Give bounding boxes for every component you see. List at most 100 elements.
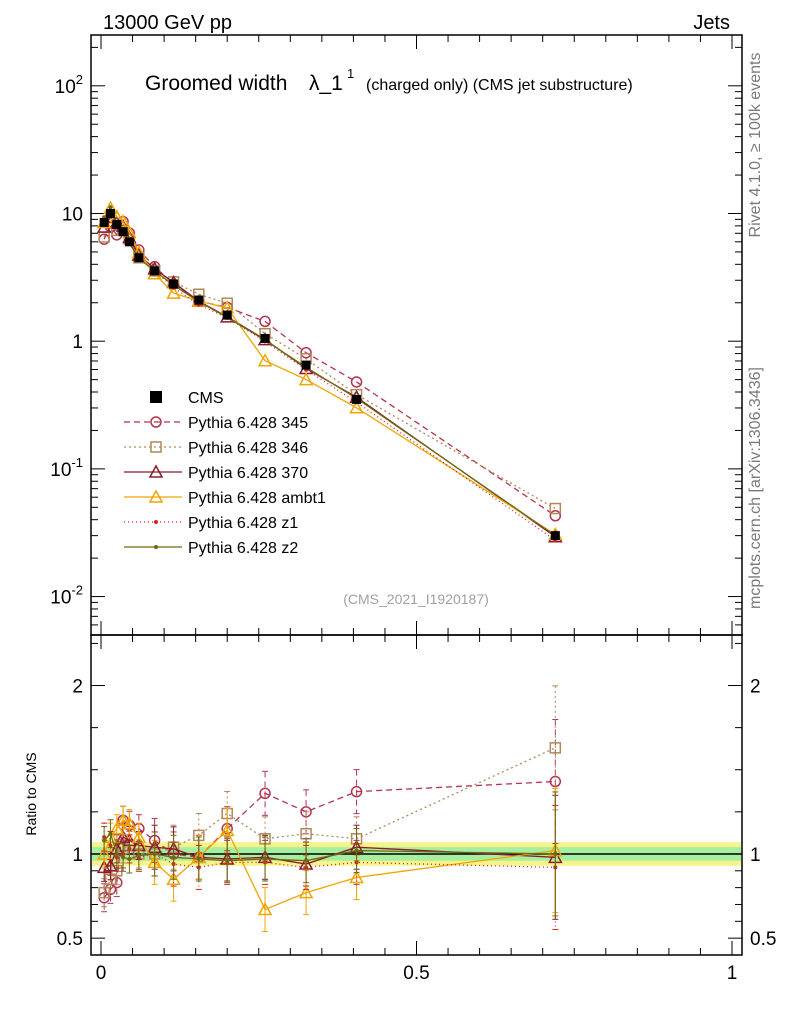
ratio-point: [109, 821, 125, 835]
legend: CMS Pythia 6.428 345 Pythia 6.428 346 Pythi…: [124, 390, 326, 557]
cms-data-point: [112, 220, 122, 230]
ratio-point: [166, 871, 181, 885]
cms-data-point: [550, 531, 560, 541]
series-line: [103, 206, 556, 536]
data-point: [298, 372, 314, 386]
ratio-point: [304, 858, 309, 863]
ratio-point: [263, 857, 268, 861]
series-z2: [101, 205, 559, 917]
y-tick-label: 102: [55, 72, 83, 98]
ratio-point: [219, 822, 235, 837]
y-tick-label: 1: [72, 332, 83, 353]
ratio-point: [259, 787, 271, 800]
legend-label: Pythia 6.428 346: [188, 440, 308, 457]
legend-label: Pythia 6.428 370: [188, 465, 308, 482]
ratio-point: [108, 831, 113, 836]
legend-label-cms: CMS: [188, 390, 224, 407]
ratio-series-line: [103, 836, 556, 869]
ratio-series-line: [103, 819, 556, 911]
ratio-point: [349, 869, 364, 884]
legend-label: Pythia 6.428 z2: [188, 540, 298, 557]
ratio-point: [114, 851, 119, 856]
ratio-tick-label: 2: [750, 677, 761, 698]
legend-marker-cms: [150, 391, 162, 403]
site-label: mcplots.cern.ch [arXiv:1306.3436]: [747, 367, 764, 609]
plot-title: Groomed width λ_1 1 (charged only) (CMS …: [145, 66, 633, 95]
ratio-tick-label: 0.5: [57, 929, 83, 950]
ratio-point: [196, 857, 201, 861]
cms-data-point: [301, 360, 311, 370]
ratio-point: [121, 855, 126, 860]
ratio-point: [549, 742, 562, 754]
cms-data-point: [150, 266, 160, 276]
legend-label: Pythia 6.428 345: [188, 415, 308, 432]
legend-marker: [148, 464, 164, 478]
legend-marker: [154, 520, 158, 524]
cms-data-point: [222, 310, 232, 320]
data-point: [300, 346, 312, 359]
y-tick-label: 10-1: [50, 455, 83, 481]
legend-marker: [150, 441, 162, 453]
legend-label: Pythia 6.428 z1: [188, 515, 298, 532]
y-tick-label: 10-2: [50, 583, 83, 609]
axis-ticks: 10-2 10-1 1 10 102 0 0.5 1 0.5 0.5 1 1 2 2: [50, 35, 776, 984]
cms-data-point: [352, 394, 362, 404]
data-point: [166, 285, 181, 299]
series-line: [103, 205, 556, 537]
ratio-point: [225, 858, 230, 863]
cms-data-point: [99, 218, 109, 228]
ratio-point: [152, 851, 157, 856]
ratio-point: [171, 855, 176, 860]
ratio-series-line: [103, 780, 556, 899]
cms-data-point: [105, 208, 115, 218]
cms-data-point: [169, 279, 179, 289]
series-346: [98, 216, 562, 908]
title-subtitle: (charged only) (CMS jet substructure): [366, 77, 633, 94]
data-point: [549, 502, 562, 515]
series-ambt1: [96, 200, 563, 933]
series-line: [103, 220, 556, 517]
series-370: [96, 209, 563, 920]
series-345: [98, 215, 562, 913]
series-z1: [101, 208, 559, 930]
cms-data-point: [260, 333, 270, 343]
ratio-point: [98, 886, 110, 899]
ratio-point: [103, 858, 118, 872]
ratio-point: [257, 901, 273, 916]
ratio-point: [96, 846, 112, 860]
legend-marker: [148, 489, 164, 503]
cms-data-point: [118, 227, 128, 237]
energy-label: 13000 GeV pp: [103, 12, 232, 34]
ratio-y-label: Ratio to CMS: [23, 752, 39, 835]
ratio-point: [136, 853, 141, 858]
title-symbol: λ_1: [309, 72, 343, 95]
legend-label: Pythia 6.428 ambt1: [188, 490, 326, 507]
data-point: [350, 376, 363, 388]
data-layer: [96, 200, 563, 933]
x-tick-label: 0: [96, 963, 107, 984]
analysis-watermark: (CMS_2021_I1920187): [343, 591, 489, 607]
category-label: Jets: [693, 12, 730, 34]
ratio-point: [354, 848, 359, 853]
series-cms: [99, 208, 560, 541]
data-point: [349, 400, 364, 414]
cms-data-point: [124, 237, 134, 247]
ratio-tick-label: 2: [72, 677, 83, 698]
ratio-point: [115, 812, 131, 827]
ratio-tick-label: 1: [72, 845, 83, 866]
ratio-plot-frame: [90, 634, 743, 956]
x-tick-label: 1: [727, 963, 738, 984]
series-line: [103, 221, 556, 510]
ratio-point: [102, 838, 107, 843]
legend-marker: [150, 416, 162, 428]
y-tick-label: 10: [62, 204, 83, 225]
ratio-point: [350, 785, 363, 798]
data-point: [257, 353, 273, 367]
ratio-point: [298, 885, 314, 899]
data-point: [259, 315, 271, 328]
cms-data-point: [194, 295, 204, 305]
ratio-point: [553, 851, 558, 856]
cms-data-point: [134, 253, 144, 263]
x-tick-label: 0.5: [403, 963, 429, 984]
